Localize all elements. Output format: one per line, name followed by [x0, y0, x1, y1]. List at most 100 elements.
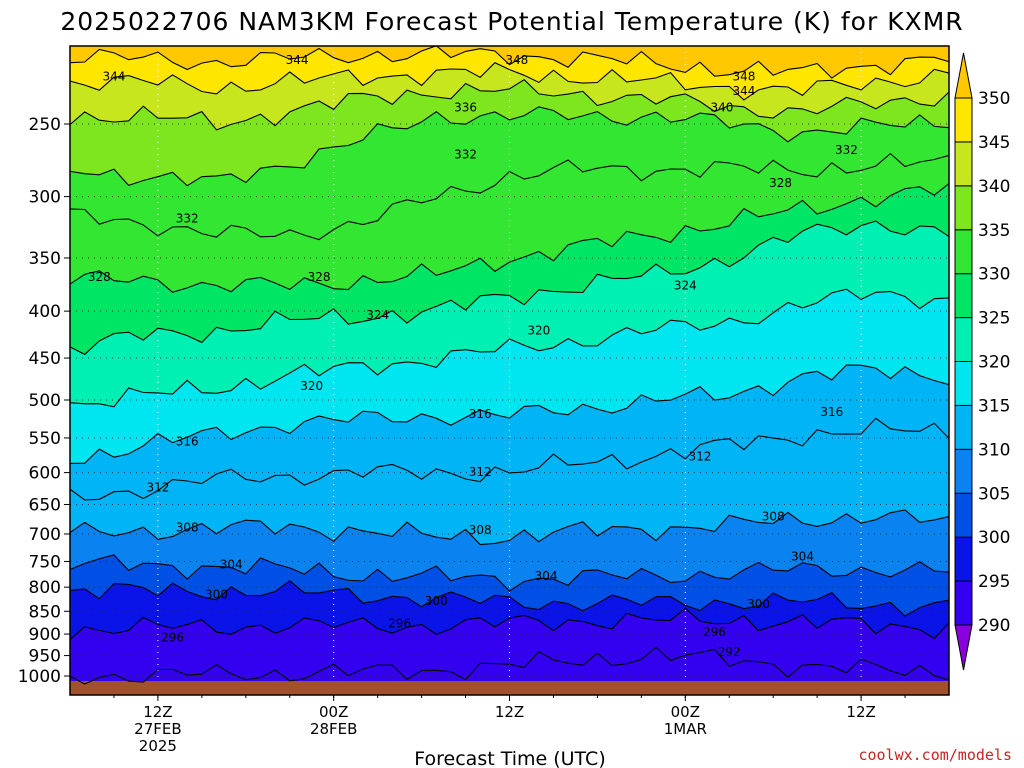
colorbar-swatch — [954, 229, 973, 275]
y-tick-label: 400 — [29, 302, 61, 322]
x-tick-label: 12Z — [143, 703, 172, 721]
contour-label: 304 — [791, 550, 814, 564]
y-tick-label: 1000 — [18, 667, 61, 687]
colorbar-top-tip — [954, 52, 973, 99]
contour-label: 324 — [366, 308, 389, 322]
contour-label: 316 — [820, 405, 843, 419]
colorbar-swatch — [954, 185, 973, 231]
isentrope-contours — [70, 46, 949, 685]
colorbar-swatch — [954, 448, 973, 494]
colorbar-swatch — [954, 273, 973, 319]
ground-fill — [70, 681, 949, 695]
contour-label: 336 — [454, 101, 477, 115]
contour-label: 332 — [835, 143, 858, 157]
isentrope-312 — [70, 417, 949, 501]
fill-bands — [70, 46, 949, 695]
contour-label: 320 — [300, 379, 323, 393]
colorbar-swatch — [954, 141, 973, 187]
x-tick-label: 12Z — [846, 703, 875, 721]
isentrope-308 — [70, 509, 949, 546]
contour-label: 344 — [102, 70, 125, 84]
y-tick-label: 650 — [29, 495, 61, 515]
colorbar: 290 295 300 305 310 315 320 325 330 335 340 345 350 — [954, 52, 1010, 671]
ground-strip — [70, 681, 949, 695]
contour-label: 324 — [674, 278, 697, 292]
y-tick-label: 550 — [29, 429, 61, 449]
contour-label: 328 — [308, 270, 331, 284]
contour-label: 300 — [747, 597, 770, 611]
contour-label: 300 — [205, 588, 228, 602]
colorbar-label: 350 — [978, 89, 1010, 109]
contour-label: 348 — [505, 53, 528, 67]
contour-label: 304 — [535, 569, 558, 583]
isentrope-292 — [70, 646, 949, 685]
colorbar-swatch — [954, 536, 973, 582]
colorbar-label: 305 — [978, 484, 1010, 504]
contour-label: 312 — [146, 481, 169, 495]
y-tick-label: 800 — [29, 578, 61, 598]
colorbar-label: 310 — [978, 440, 1010, 460]
y-tick-label: 600 — [29, 464, 61, 484]
x-tick-label: 00Z — [319, 703, 348, 721]
colorbar-label: 330 — [978, 265, 1010, 285]
contour-label: 332 — [176, 212, 199, 226]
isentrope-324 — [70, 220, 949, 356]
y-tick-label: 350 — [29, 249, 61, 269]
colorbar-swatch — [954, 97, 973, 143]
colorbar-label: 315 — [978, 396, 1010, 416]
y-tick-label: 900 — [29, 625, 61, 645]
y-tick-label: 300 — [29, 188, 61, 208]
y-tick-label: 450 — [29, 349, 61, 369]
colorbar-swatch — [954, 317, 973, 363]
isentrope-336 — [70, 106, 949, 187]
contour-label: 328 — [88, 270, 111, 284]
isentrope-340 — [70, 79, 949, 131]
colorbar-label: 290 — [978, 616, 1010, 636]
contour-label: 340 — [710, 101, 733, 115]
x-tick-label: 28FEB — [310, 720, 357, 738]
x-tick-label: 27FEB — [134, 720, 181, 738]
colorbar-swatch — [954, 580, 973, 626]
x-axis-label: Forecast Time (UTC) — [414, 748, 605, 768]
colorbar-label: 320 — [978, 353, 1010, 373]
y-tick-label: 250 — [29, 115, 61, 135]
contour-label: 312 — [469, 465, 492, 479]
isentrope-344 — [70, 62, 949, 101]
contour-label: 316 — [469, 407, 492, 421]
y-tick-label: 500 — [29, 391, 61, 411]
isentrope-332 — [70, 152, 949, 241]
x-tick-label: 2025 — [139, 737, 177, 755]
colorbar-label: 325 — [978, 309, 1010, 329]
y-tick-label: 750 — [29, 552, 61, 572]
contour-label: 304 — [220, 558, 243, 572]
contour-label: 344 — [732, 84, 755, 98]
colorbar-bottom-tip — [954, 624, 973, 671]
gridlines — [70, 46, 949, 681]
x-tick-label: 00Z — [671, 703, 700, 721]
contour-label: 320 — [527, 324, 550, 338]
chart-title: 2025022706 NAM3KM Forecast Potential Tem… — [60, 7, 963, 36]
contour-label: 328 — [769, 176, 792, 190]
contour-label: 296 — [388, 617, 411, 631]
y-tick-label: 700 — [29, 525, 61, 545]
contour-label: 308 — [469, 523, 492, 537]
isentrope-316 — [70, 364, 949, 464]
contour-label: 344 — [286, 53, 309, 67]
y-axis: 250 300 350 400 450 500 550 600 650 700 750 800 850 9… — [18, 115, 70, 687]
x-tick-label: 1MAR — [664, 720, 707, 738]
contour-label: 308 — [762, 510, 785, 524]
isentrope-320 — [70, 288, 949, 408]
colorbar-swatch — [954, 361, 973, 406]
contour-label: 296 — [703, 625, 726, 639]
contour-label: 312 — [688, 449, 711, 463]
colorbar-label: 300 — [978, 528, 1010, 548]
isentrope-304 — [70, 554, 949, 592]
contour-label: 308 — [176, 521, 199, 535]
isentrope-300 — [70, 580, 949, 617]
contour-label: 348 — [732, 70, 755, 84]
contour-label: 292 — [718, 645, 741, 659]
colorbar-label: 345 — [978, 133, 1010, 153]
y-tick-label: 950 — [29, 647, 61, 667]
x-tick-label: 12Z — [495, 703, 524, 721]
